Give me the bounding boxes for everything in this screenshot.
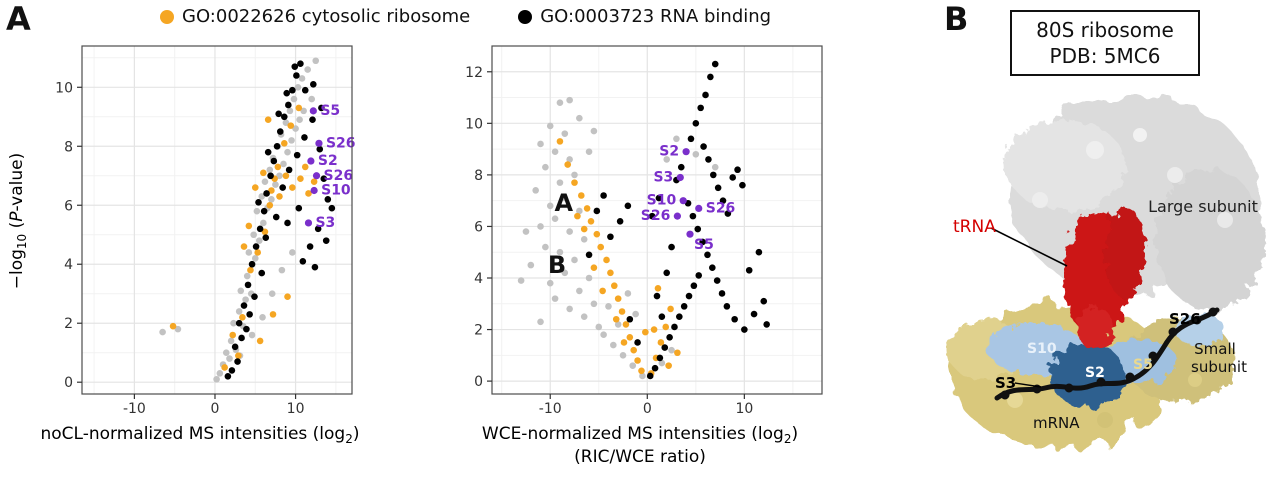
panel-border <box>491 45 823 395</box>
legend-label: GO:0003723 RNA binding <box>540 6 772 27</box>
plot-panel <box>492 46 822 394</box>
panel-a-label: A <box>6 0 31 38</box>
x-title-pre: WCE-normalized MS intensities (log <box>481 424 784 444</box>
y-title-italic: P <box>7 211 27 222</box>
structure-label-subunit: subunit <box>1191 358 1247 376</box>
y-tick-label: 2 <box>64 316 73 332</box>
structure-label-s5: S5 <box>1133 357 1153 373</box>
protein-label: S10 <box>647 193 677 209</box>
y-tick-label: 2 <box>474 323 483 339</box>
x-tick-label: 0 <box>643 401 652 417</box>
y-tick-label: 4 <box>64 257 73 273</box>
structure-label-large subunit: Large subunit <box>1148 197 1258 216</box>
plot-annotation: A <box>555 189 574 217</box>
black-dot-icon <box>518 9 533 24</box>
y-title-sub: 10 <box>15 233 29 250</box>
structure-label-small: Small <box>1194 340 1236 358</box>
ribosome-title: 80S ribosome <box>1036 18 1174 42</box>
x-tick-label: 0 <box>211 401 220 417</box>
structure-label-s3: S3 <box>995 374 1016 392</box>
structure-label-s2: S2 <box>1085 365 1105 381</box>
legend: GO:0022626 cytosolic ribosome GO:0003723… <box>160 6 771 27</box>
protein-label: S2 <box>659 144 679 160</box>
right-x-axis-title: WCE-normalized MS intensities (log2) (RI… <box>450 424 830 468</box>
mrna-strand <box>994 307 1220 401</box>
x-title-sub: 2 <box>783 432 792 446</box>
scatter-series-2 <box>585 60 770 380</box>
left-x-axis-title: noCL-normalized MS intensities (log2) <box>40 424 360 446</box>
scatter-series-0 <box>517 96 719 380</box>
y-tick-label: 6 <box>64 198 73 214</box>
x-tick-label: -10 <box>539 401 562 417</box>
y-tick-label: 10 <box>55 80 73 96</box>
scatter-series-2 <box>224 60 336 380</box>
x-tick-label: 10 <box>287 401 305 417</box>
s3-pointer-line <box>1014 382 1042 388</box>
y-axis-title: −log10 (P-value) <box>7 51 29 391</box>
protein-label: S26 <box>324 168 354 184</box>
pdb-title-box: 80S ribosome PDB: 5MC6 <box>1010 10 1200 76</box>
trna-pointer-line <box>990 227 1068 267</box>
protein-label: S26 <box>706 200 736 216</box>
x-title-line2: (RIC/WCE ratio) <box>574 447 706 467</box>
y-tick-label: 8 <box>474 168 483 184</box>
scatter-series-1 <box>169 104 318 371</box>
protein-label: S2 <box>318 153 338 169</box>
y-tick-label: 0 <box>64 375 73 391</box>
x-tick-label: 10 <box>735 401 753 417</box>
legend-item-rna-binding: GO:0003723 RNA binding <box>518 6 771 27</box>
y-tick-label: 0 <box>474 374 483 390</box>
panel-border <box>81 45 353 395</box>
protein-label: S5 <box>694 237 714 253</box>
orange-dot-icon <box>160 9 174 24</box>
protein-label: S3 <box>315 215 335 231</box>
structure-label-s26: S26 <box>1169 310 1201 328</box>
y-tick-label: 8 <box>64 139 73 155</box>
y-title-post: -value) <box>7 152 27 212</box>
structure-label-mrna: mRNA <box>1033 414 1080 432</box>
x-title-post: ) <box>352 424 360 444</box>
x-title-sub: 2 <box>345 432 353 446</box>
legend-label: GO:0022626 cytosolic ribosome <box>182 6 471 27</box>
y-title-mid: ( <box>7 221 27 234</box>
x-title-post: ) <box>791 424 799 444</box>
structure-label-trna: tRNA <box>953 217 996 237</box>
panel-b-label: B <box>944 0 969 38</box>
structure-label-s10: S10 <box>1027 341 1057 357</box>
protein-label: S10 <box>321 183 351 199</box>
protein-label: S3 <box>653 169 673 185</box>
protein-label: S5 <box>320 103 340 119</box>
y-title-pre: −log <box>7 249 27 290</box>
x-tick-label: -10 <box>123 401 146 417</box>
protein-label: S26 <box>641 208 671 224</box>
axis-ticks: -10 0 10 0 2 4 6 8 10 <box>55 80 304 417</box>
axis-ticks: -10 0 10 0 2 4 6 8 10 12 <box>465 65 753 417</box>
protein-label: S26 <box>326 135 356 151</box>
legend-item-cytosolic-ribosome: GO:0022626 cytosolic ribosome <box>160 6 470 27</box>
y-tick-label: 12 <box>465 65 483 81</box>
x-title-pre: noCL-normalized MS intensities (log <box>40 424 346 444</box>
plot-annotation: B <box>548 251 566 279</box>
trna-blob <box>1063 206 1145 350</box>
y-tick-label: 10 <box>465 116 483 132</box>
pdb-id: PDB: 5MC6 <box>1049 44 1161 68</box>
y-tick-label: 4 <box>474 271 483 287</box>
y-tick-label: 6 <box>474 219 483 235</box>
